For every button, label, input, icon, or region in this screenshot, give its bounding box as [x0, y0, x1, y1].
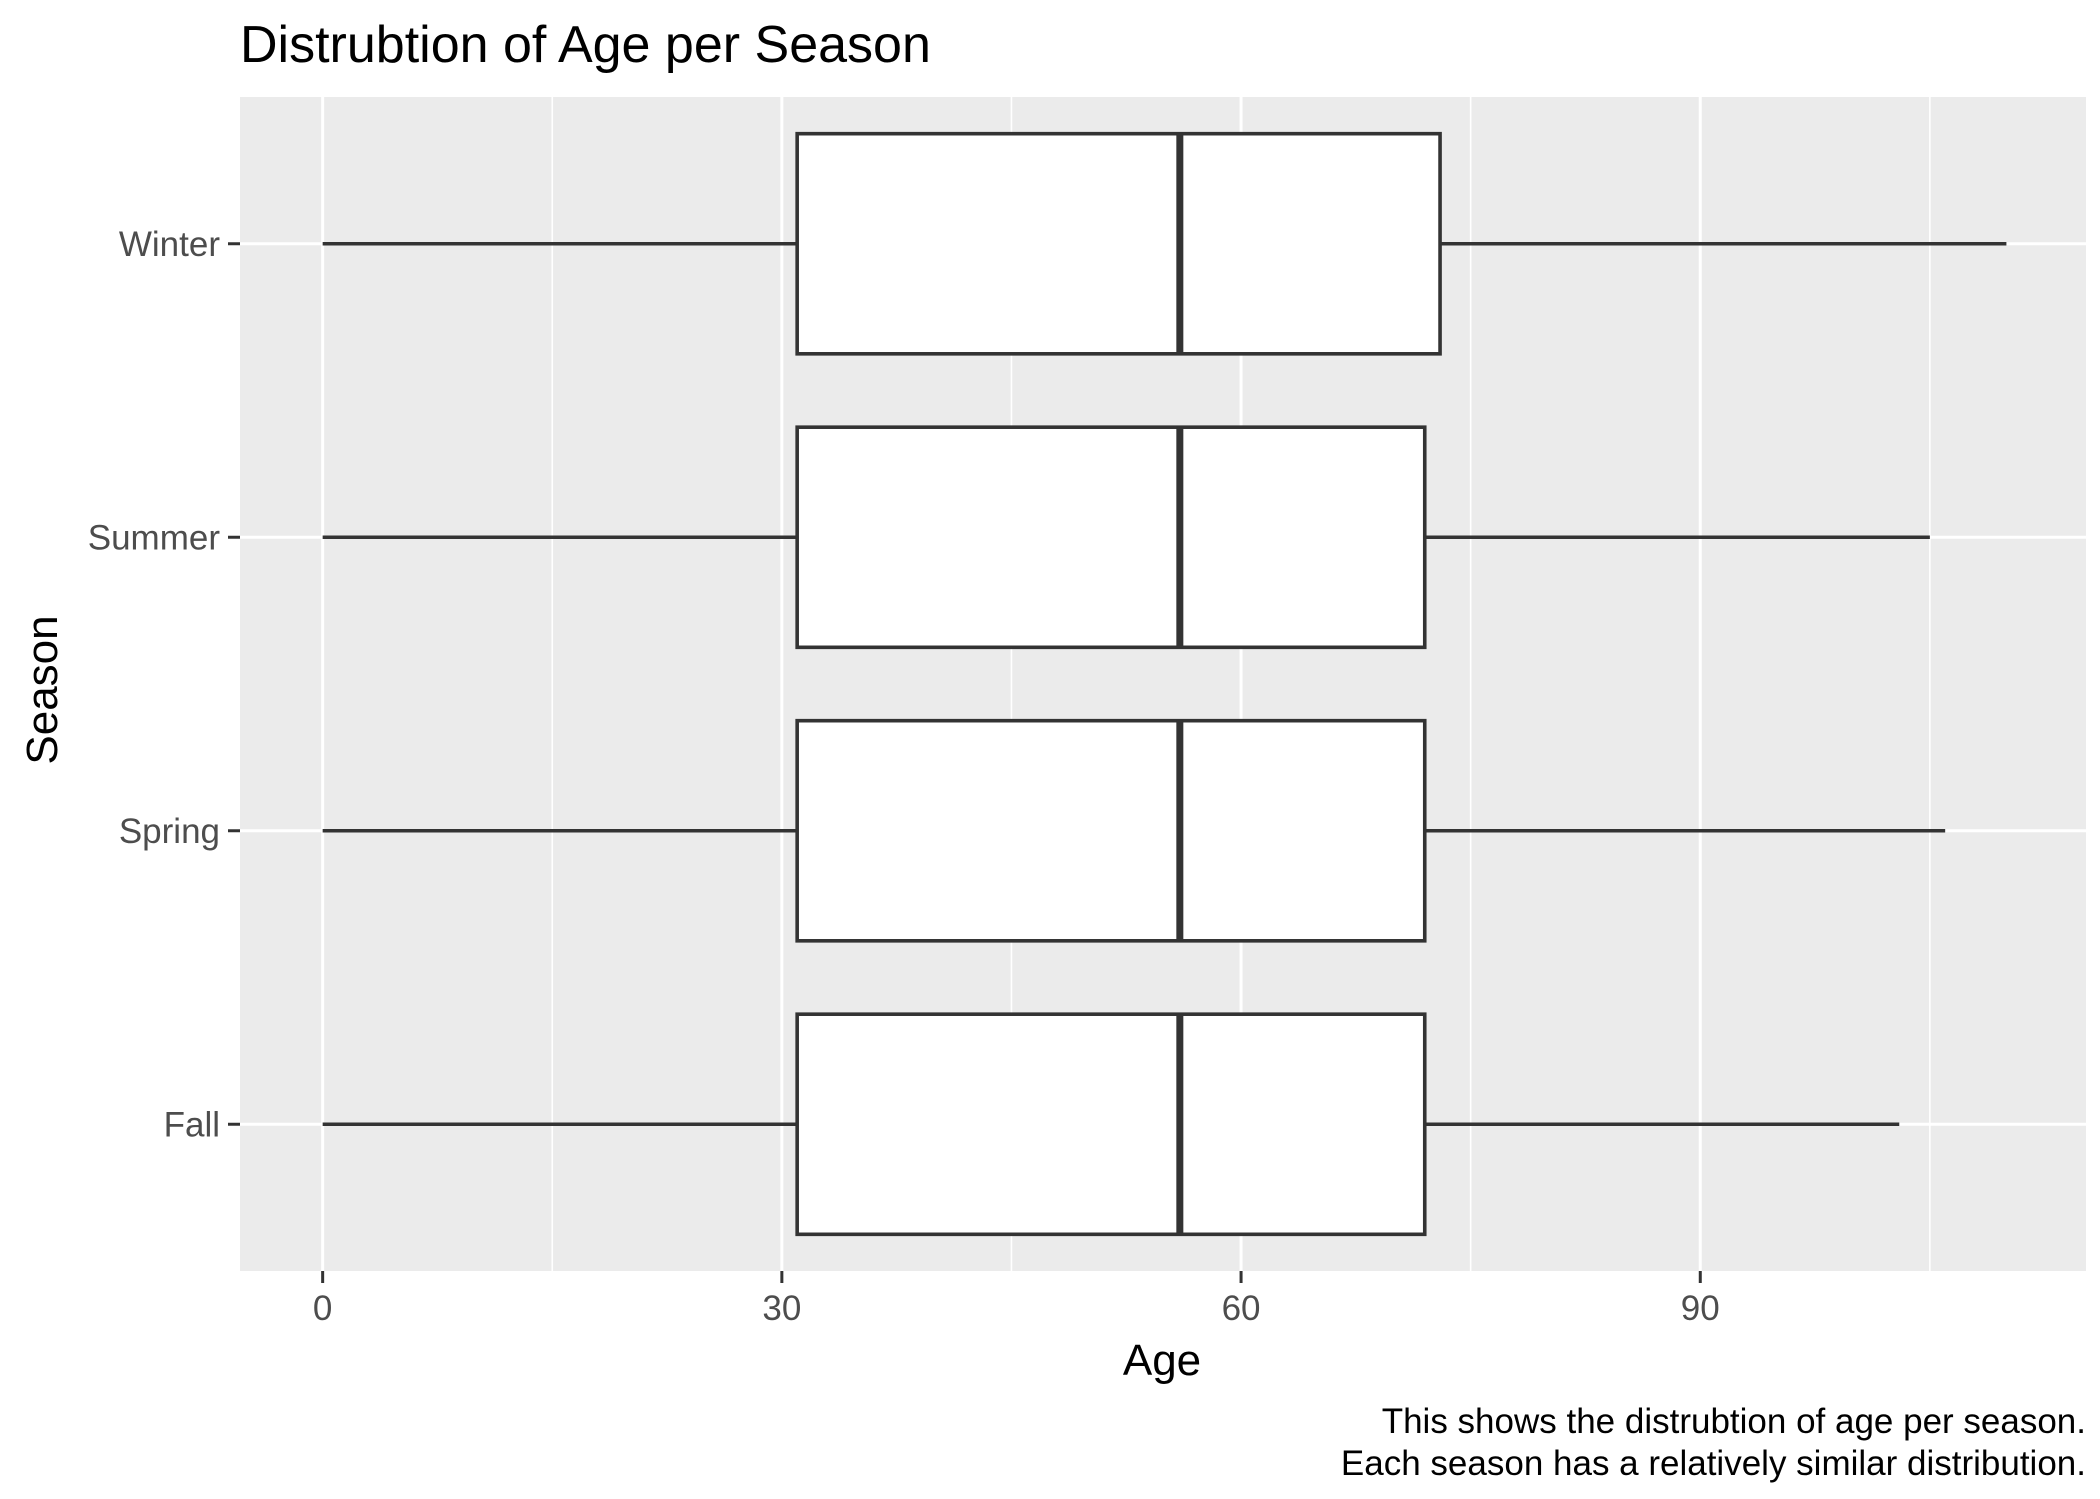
y-tick-label-fall: Fall: [164, 1105, 220, 1144]
y-tick-label-summer: Summer: [88, 518, 221, 557]
iqr-box: [795, 131, 1442, 356]
x-tick-label: 90: [1681, 1289, 1720, 1328]
iqr-box: [795, 718, 1427, 943]
boxplot-series: [322, 131, 2007, 1237]
y-axis: Winter Summer Spring Fall: [88, 225, 240, 1144]
iqr-box: [795, 1012, 1427, 1237]
caption-line-2: Each season has a relatively similar dis…: [1341, 1444, 2086, 1483]
boxplot-summer: [322, 425, 1930, 650]
caption-line-1: This shows the distrubtion of age per se…: [1382, 1402, 2086, 1441]
boxplot-spring: [322, 718, 1946, 943]
x-axis-title: Age: [1123, 1336, 1201, 1385]
x-tick-label: 0: [313, 1289, 332, 1328]
y-tick-label-winter: Winter: [119, 225, 220, 264]
x-tick-label: 30: [762, 1289, 801, 1328]
boxplot-fall: [322, 1012, 1900, 1237]
iqr-box: [795, 425, 1427, 650]
x-tick-label: 60: [1222, 1289, 1261, 1328]
chart-title: Distrubtion of Age per Season: [240, 16, 931, 74]
x-axis: 0 30 60 90: [313, 1271, 1720, 1328]
y-tick-label-spring: Spring: [119, 812, 220, 851]
y-axis-title: Season: [18, 615, 67, 764]
boxplot-winter: [322, 131, 2007, 356]
